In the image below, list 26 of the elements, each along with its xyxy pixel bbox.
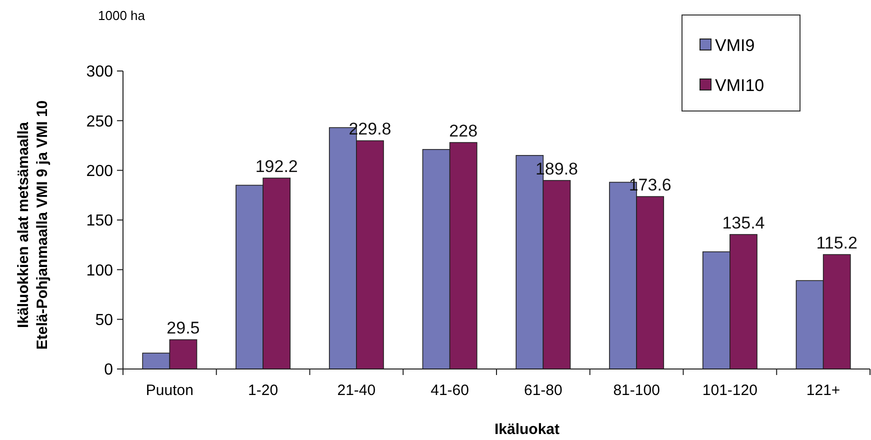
- data-label: 229.8: [348, 120, 392, 139]
- data-label: 115.2: [816, 234, 858, 253]
- data-label: 228: [449, 122, 478, 141]
- x-tick-label: 81-100: [613, 382, 660, 399]
- x-tick-label: Puuton: [146, 382, 194, 399]
- x-tick-label: 101-120: [702, 382, 758, 399]
- x-tick-label: 61-80: [524, 382, 562, 399]
- x-tick-label: 121+: [806, 382, 840, 399]
- y-tick-label: 200: [86, 162, 114, 180]
- y-tick-label: 250: [86, 113, 114, 130]
- text: 1000 ha: [98, 8, 146, 23]
- y-tick-label: 0: [104, 362, 114, 379]
- y-axis-title: Ikäluokkien alat metsämaalla Etelä-Pohjanmaalla VMI 9 ja VMI 10: [15, 100, 51, 350]
- x-tick-label: 21-40: [337, 382, 376, 399]
- x-axis-title: Ikäluokat: [494, 421, 560, 438]
- y-tick-label: 100: [86, 262, 114, 280]
- data-label: 29.5: [166, 318, 200, 338]
- y-tick-label: 300: [86, 64, 114, 81]
- data-label: 192.2: [255, 157, 298, 176]
- data-label: 135.4: [722, 214, 765, 233]
- y-tick-label: 150: [86, 212, 114, 230]
- legend-label: VMI9: [715, 36, 755, 55]
- legend-label: VMI10: [715, 76, 764, 95]
- x-tick-label: 1-20: [248, 382, 278, 399]
- x-tick-label: 41-60: [430, 382, 469, 399]
- y-tick-label: 50: [95, 312, 114, 329]
